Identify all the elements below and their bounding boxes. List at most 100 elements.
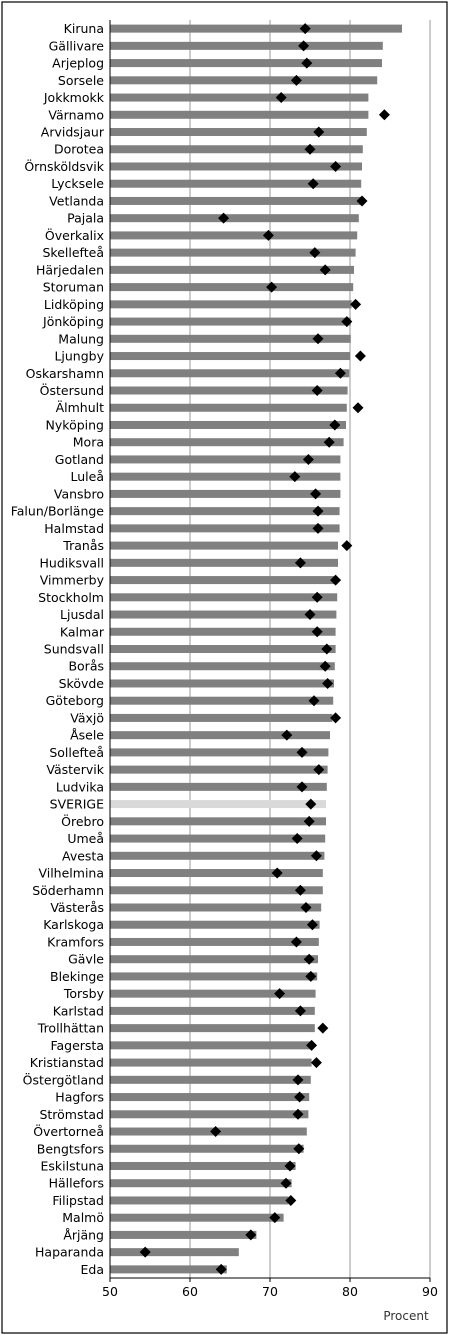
diamond-marker [334,367,346,379]
diamond-marker [301,57,313,69]
category-label: Sundsvall [44,642,104,657]
diamond-marker [329,419,341,431]
category-label: Halmstad [44,521,104,536]
bar [110,1006,315,1015]
category-label: Arvidsjaur [41,125,105,140]
diamond-marker [290,74,302,86]
x-tick-label: 50 [102,1284,118,1299]
category-label: Gävle [68,952,104,967]
diamond-marker [312,522,324,534]
diamond-marker [139,1246,151,1258]
bar [110,713,333,722]
bar [110,317,351,326]
diamond-marker [284,1160,296,1172]
bar [110,369,350,378]
bar [110,679,334,688]
diamond-marker [321,643,333,655]
category-label: Malung [58,331,104,346]
x-tick-label: 90 [422,1284,438,1299]
bar [110,627,336,636]
bar [110,765,328,774]
diamond-marker [309,247,321,259]
bar [110,145,363,154]
bar [110,1110,309,1119]
bar [110,593,338,602]
diamond-marker [323,436,335,448]
diamond-marker [308,695,320,707]
category-label: Malmö [62,1210,104,1225]
category-label: Lidköping [44,297,104,312]
bar [110,1161,296,1170]
bar [110,1024,315,1033]
diamond-marker [330,160,342,172]
diamond-marker [330,574,342,586]
bar [110,524,340,533]
diamond-marker [319,264,331,276]
category-label: Skellefteå [43,245,105,260]
bar [110,817,326,826]
bar [110,886,323,895]
diamond-marker [356,195,368,207]
bar [110,731,330,740]
bar [110,1230,257,1239]
bar [110,1093,310,1102]
bar [110,972,318,981]
category-label: Västervik [46,762,104,777]
bar [110,265,354,274]
diamond-marker [293,1143,305,1155]
diamond-marker [303,953,315,965]
category-label: Kalmar [60,624,105,639]
diamond-marker [313,764,325,776]
diamond-marker [319,660,331,672]
category-label: Eskilstuna [40,1158,104,1173]
category-label: Ljungby [54,349,104,364]
bar [110,507,340,516]
bar [110,1179,292,1188]
diamond-marker [306,919,318,931]
bar [110,696,334,705]
diamond-marker [280,1177,292,1189]
diamond-marker [311,385,323,397]
diamond-marker [352,402,364,414]
category-label: Dorotea [54,142,104,157]
diamond-marker [285,1194,297,1206]
category-label: Haparanda [35,1245,104,1260]
category-label: SVERIGE [50,797,104,812]
category-label: Växjö [70,710,104,725]
category-label: Västerås [50,900,104,915]
x-tick-label: 70 [262,1284,278,1299]
bar [110,869,323,878]
category-label: Fagersta [50,1038,104,1053]
bar [110,420,346,429]
category-label: Strömstad [39,1107,104,1122]
bar [110,248,356,257]
diamond-marker [302,453,314,465]
category-label: Gällivare [49,38,105,53]
category-label: Tranås [62,538,104,553]
category-label: Östergötland [23,1071,104,1087]
category-label: Mora [73,435,104,450]
category-label: Älmhult [56,400,105,415]
bar [110,214,359,223]
category-label: Örnsköldsvik [24,158,104,174]
diamond-marker [341,540,353,552]
category-label: Vilhelmina [38,866,104,881]
x-axis-label: Procent [383,1309,429,1323]
category-label: Torsby [63,986,105,1001]
diamond-marker [274,988,286,1000]
marker-series [139,23,390,1275]
bar [110,541,338,550]
diamond-marker [313,126,325,138]
bar [110,851,325,860]
diamond-marker [296,781,308,793]
bar [110,989,316,998]
category-label: Avesta [62,848,104,863]
category-label: Karlstad [53,1003,104,1018]
bar [110,1127,307,1136]
diamond-marker [292,1074,304,1086]
bar [110,283,354,292]
category-label: Övertorneå [33,1123,104,1139]
bar [110,438,344,447]
